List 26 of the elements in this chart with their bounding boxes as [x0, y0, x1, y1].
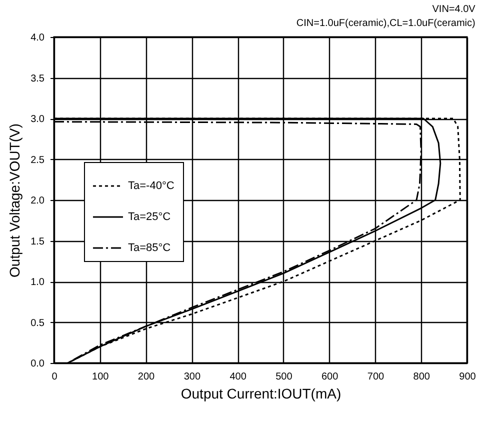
- legend-label: Ta=-40°C: [128, 180, 174, 192]
- x-tick-label: 400: [230, 372, 247, 382]
- y-tick-label: 0.5: [30, 318, 45, 329]
- y-tick-label: 2.5: [30, 154, 45, 166]
- legend-label: Ta=25°C: [128, 211, 171, 223]
- x-tick-label: 700: [367, 372, 384, 382]
- x-tick-label: 600: [321, 372, 339, 382]
- y-tick-label: 0.0: [30, 358, 45, 370]
- x-tick-label: 900: [459, 372, 476, 382]
- x-tick-label: 800: [413, 372, 430, 382]
- y-axis-title: Output Voltage:VOUT(V): [6, 123, 23, 278]
- x-axis-title: Output Current:IOUT(mA): [180, 386, 342, 402]
- text: CIN=1.0uF(ceramic),CL=1.0uF(ceramic): [296, 18, 476, 29]
- y-tick-label: 1.0: [30, 277, 45, 288]
- y-tick-label: 1.5: [30, 236, 45, 248]
- x-tick-label: 200: [138, 372, 156, 382]
- text: VIN=4.0V: [432, 4, 476, 15]
- y-tick-label: 2.0: [30, 196, 45, 206]
- y-tick-label: 3.0: [30, 114, 45, 125]
- x-tick-label: 500: [276, 372, 293, 382]
- legend-label: Ta=85°C: [128, 242, 171, 254]
- y-tick-label: 4.0: [30, 32, 45, 44]
- x-tick-label: 100: [92, 372, 110, 382]
- y-tick-label: 3.5: [30, 73, 45, 84]
- x-tick-label: 300: [184, 372, 201, 382]
- x-tick-label: 0: [52, 372, 58, 382]
